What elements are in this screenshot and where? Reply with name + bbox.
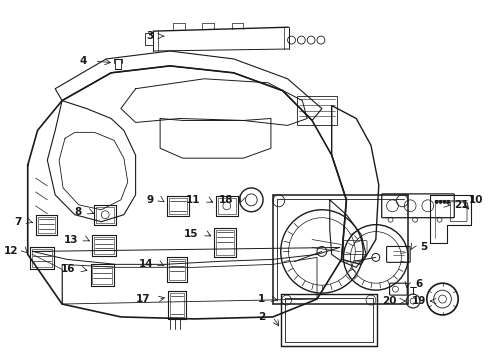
Text: 4: 4 [79,56,86,66]
Circle shape [434,201,437,203]
Text: 8: 8 [74,207,81,217]
Text: 9: 9 [146,195,153,205]
Text: 7: 7 [15,217,22,227]
Text: 21: 21 [453,200,468,210]
Text: 12: 12 [3,247,18,256]
Text: 5: 5 [419,243,427,252]
Text: 11: 11 [185,195,200,205]
Text: 6: 6 [414,279,422,289]
Text: 2: 2 [257,312,264,322]
Text: 15: 15 [183,229,198,239]
Text: 3: 3 [146,31,153,41]
Text: 10: 10 [468,195,483,205]
Text: 18: 18 [219,195,233,205]
Circle shape [446,201,449,203]
Text: 17: 17 [135,294,150,304]
Circle shape [438,201,441,203]
Circle shape [442,201,445,203]
Text: 1: 1 [257,294,264,304]
Text: 20: 20 [381,296,396,306]
Bar [297,96,336,125]
Text: 14: 14 [138,259,153,269]
Text: 13: 13 [64,234,79,244]
Text: 19: 19 [410,296,425,306]
Text: 16: 16 [60,264,75,274]
